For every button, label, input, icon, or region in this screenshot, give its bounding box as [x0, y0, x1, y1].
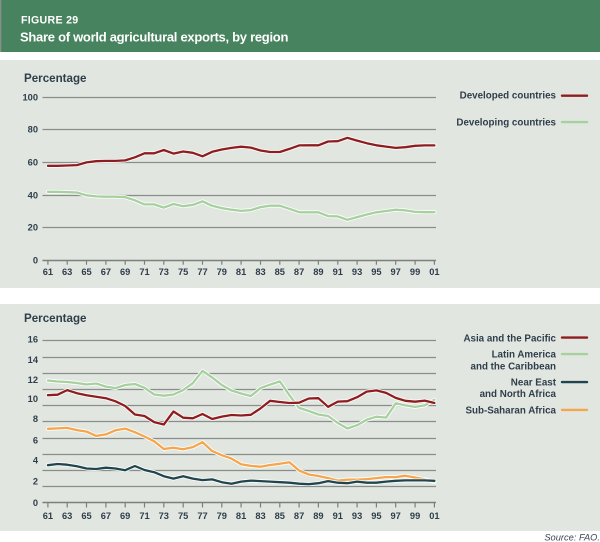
- svg-text:63: 63: [62, 267, 72, 277]
- svg-text:10: 10: [28, 394, 38, 404]
- svg-text:77: 77: [197, 267, 207, 277]
- svg-text:67: 67: [101, 267, 111, 277]
- svg-text:6: 6: [33, 435, 38, 445]
- svg-text:16: 16: [28, 335, 38, 345]
- svg-text:75: 75: [178, 511, 188, 521]
- svg-text:99: 99: [410, 267, 420, 277]
- svg-text:Share of world agricultural ex: Share of world agricultural exports, by …: [20, 29, 288, 44]
- svg-text:2: 2: [33, 477, 38, 487]
- svg-text:63: 63: [62, 511, 72, 521]
- svg-text:01: 01: [429, 267, 439, 277]
- svg-text:85: 85: [275, 511, 285, 521]
- svg-text:85: 85: [275, 267, 285, 277]
- svg-text:79: 79: [217, 511, 227, 521]
- svg-text:4: 4: [33, 456, 39, 466]
- svg-text:97: 97: [391, 267, 401, 277]
- svg-text:100: 100: [22, 93, 38, 103]
- svg-text:87: 87: [294, 511, 304, 521]
- svg-text:67: 67: [101, 511, 111, 521]
- svg-text:81: 81: [236, 267, 246, 277]
- svg-text:80: 80: [28, 125, 38, 135]
- svg-text:Percentage: Percentage: [24, 312, 87, 325]
- svg-text:Developed countries: Developed countries: [460, 91, 557, 102]
- svg-text:73: 73: [159, 511, 169, 521]
- svg-text:91: 91: [333, 511, 343, 521]
- svg-text:99: 99: [410, 511, 420, 521]
- svg-text:69: 69: [120, 267, 130, 277]
- svg-text:and the Caribbean: and the Caribbean: [471, 361, 556, 372]
- svg-text:FIGURE 29: FIGURE 29: [21, 15, 78, 27]
- svg-text:and North Africa: and North Africa: [480, 389, 557, 400]
- svg-text:61: 61: [43, 511, 53, 521]
- svg-text:65: 65: [81, 267, 91, 277]
- svg-text:14: 14: [28, 355, 39, 365]
- svg-text:75: 75: [178, 267, 188, 277]
- svg-text:89: 89: [313, 511, 323, 521]
- svg-text:12: 12: [28, 375, 38, 385]
- svg-text:83: 83: [255, 511, 265, 521]
- svg-text:Sub-Saharan Africa: Sub-Saharan Africa: [465, 405, 556, 416]
- svg-text:0: 0: [33, 256, 38, 266]
- svg-text:95: 95: [371, 267, 381, 277]
- svg-text:71: 71: [139, 267, 149, 277]
- svg-text:Source: FAO.: Source: FAO.: [544, 533, 600, 542]
- svg-text:93: 93: [352, 511, 362, 521]
- svg-text:93: 93: [352, 267, 362, 277]
- svg-text:Developing countries: Developing countries: [456, 118, 556, 129]
- svg-text:77: 77: [197, 511, 207, 521]
- svg-text:73: 73: [159, 267, 169, 277]
- svg-text:95: 95: [371, 511, 381, 521]
- svg-text:Latin America: Latin America: [492, 349, 557, 360]
- svg-text:0: 0: [33, 498, 38, 508]
- svg-text:Asia and the Pacific: Asia and the Pacific: [463, 333, 556, 344]
- svg-text:Percentage: Percentage: [24, 72, 87, 85]
- svg-text:89: 89: [313, 267, 323, 277]
- svg-text:61: 61: [43, 267, 53, 277]
- svg-text:40: 40: [28, 191, 38, 201]
- svg-text:Near East: Near East: [511, 377, 557, 388]
- svg-text:79: 79: [217, 267, 227, 277]
- svg-text:87: 87: [294, 267, 304, 277]
- svg-text:8: 8: [33, 414, 38, 424]
- svg-text:65: 65: [81, 511, 91, 521]
- svg-text:91: 91: [333, 267, 343, 277]
- svg-text:69: 69: [120, 511, 130, 521]
- svg-text:60: 60: [28, 158, 38, 168]
- svg-text:20: 20: [28, 223, 38, 233]
- svg-text:83: 83: [255, 267, 265, 277]
- svg-text:81: 81: [236, 511, 246, 521]
- svg-text:71: 71: [139, 511, 149, 521]
- svg-text:01: 01: [429, 511, 439, 521]
- svg-text:97: 97: [391, 511, 401, 521]
